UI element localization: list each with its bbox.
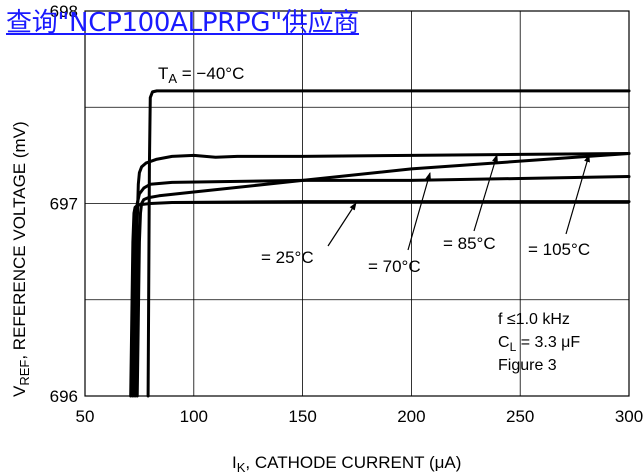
annotation-85c: = 85°C [443,234,496,253]
x-tick-label: 100 [180,407,208,426]
x-tick-label: 250 [506,407,534,426]
x-tick-label: 300 [615,407,643,426]
annotation-70c: = 70°C [368,257,421,276]
x-tick-label: 200 [397,407,425,426]
arrow-70c [407,172,431,251]
annotation-figure: Figure 3 [498,357,557,374]
y-axis-title: VREF, REFERENCE VOLTAGE (mV) [10,121,32,397]
tick-labels: 50 100 150 200 250 300 696 697 698 [50,2,643,426]
series-line-4 [133,151,631,398]
annotation-ta-minus40: TA = −40°C [158,64,244,86]
arrow-105c [565,154,590,235]
annotation-load-capacitance: CL = 3.3 μF [498,334,580,354]
plot-frame [84,10,630,397]
x-tick-label: 150 [288,407,316,426]
supplier-search-link[interactable]: 查询"NCP100ALPRPG"供应商 [6,8,359,38]
x-tick-label: 50 [76,407,95,426]
data-series [129,89,631,398]
annotation-arrows [327,154,590,251]
x-axis-title: IK, CATHODE CURRENT (μA) [232,453,461,475]
arrow-85c [473,154,498,232]
y-tick-label: 696 [50,387,78,406]
y-tick-label: 698 [50,2,78,21]
annotation-25c: = 25°C [261,248,314,267]
series-line-3 [131,175,631,398]
annotation-frequency: f ≤1.0 kHz [498,311,570,328]
annotation-105c: = 105°C [528,240,590,259]
arrow-25c [327,202,357,247]
y-tick-label: 697 [50,195,78,214]
series-line-2 [135,151,631,398]
